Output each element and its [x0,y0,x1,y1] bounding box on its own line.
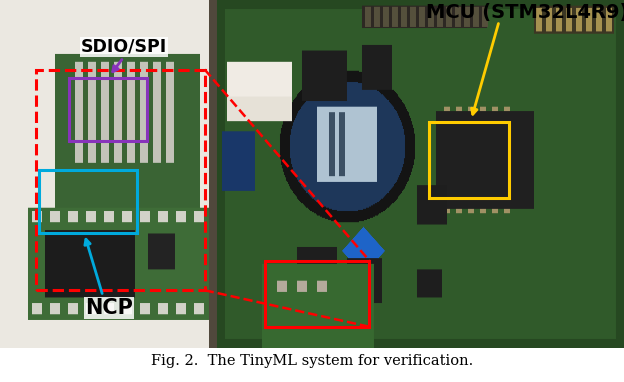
Bar [265,261,369,327]
Bar [69,78,147,141]
Text: Fig. 2.  The TinyML system for verification.: Fig. 2. The TinyML system for verificati… [151,354,473,368]
Text: NCP: NCP [85,298,133,318]
Bar [39,170,137,233]
Text: SDIO/SPI: SDIO/SPI [80,38,167,56]
Text: MCU (STM32L4R9): MCU (STM32L4R9) [426,3,624,22]
Bar [429,121,509,198]
Bar [36,70,205,290]
